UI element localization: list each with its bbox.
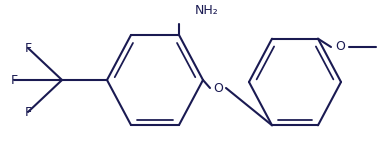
Text: O: O [213, 81, 223, 94]
Text: F: F [25, 105, 32, 118]
Text: O: O [335, 40, 345, 54]
Text: NH₂: NH₂ [195, 4, 219, 18]
Text: F: F [11, 74, 18, 87]
Text: F: F [25, 42, 32, 54]
